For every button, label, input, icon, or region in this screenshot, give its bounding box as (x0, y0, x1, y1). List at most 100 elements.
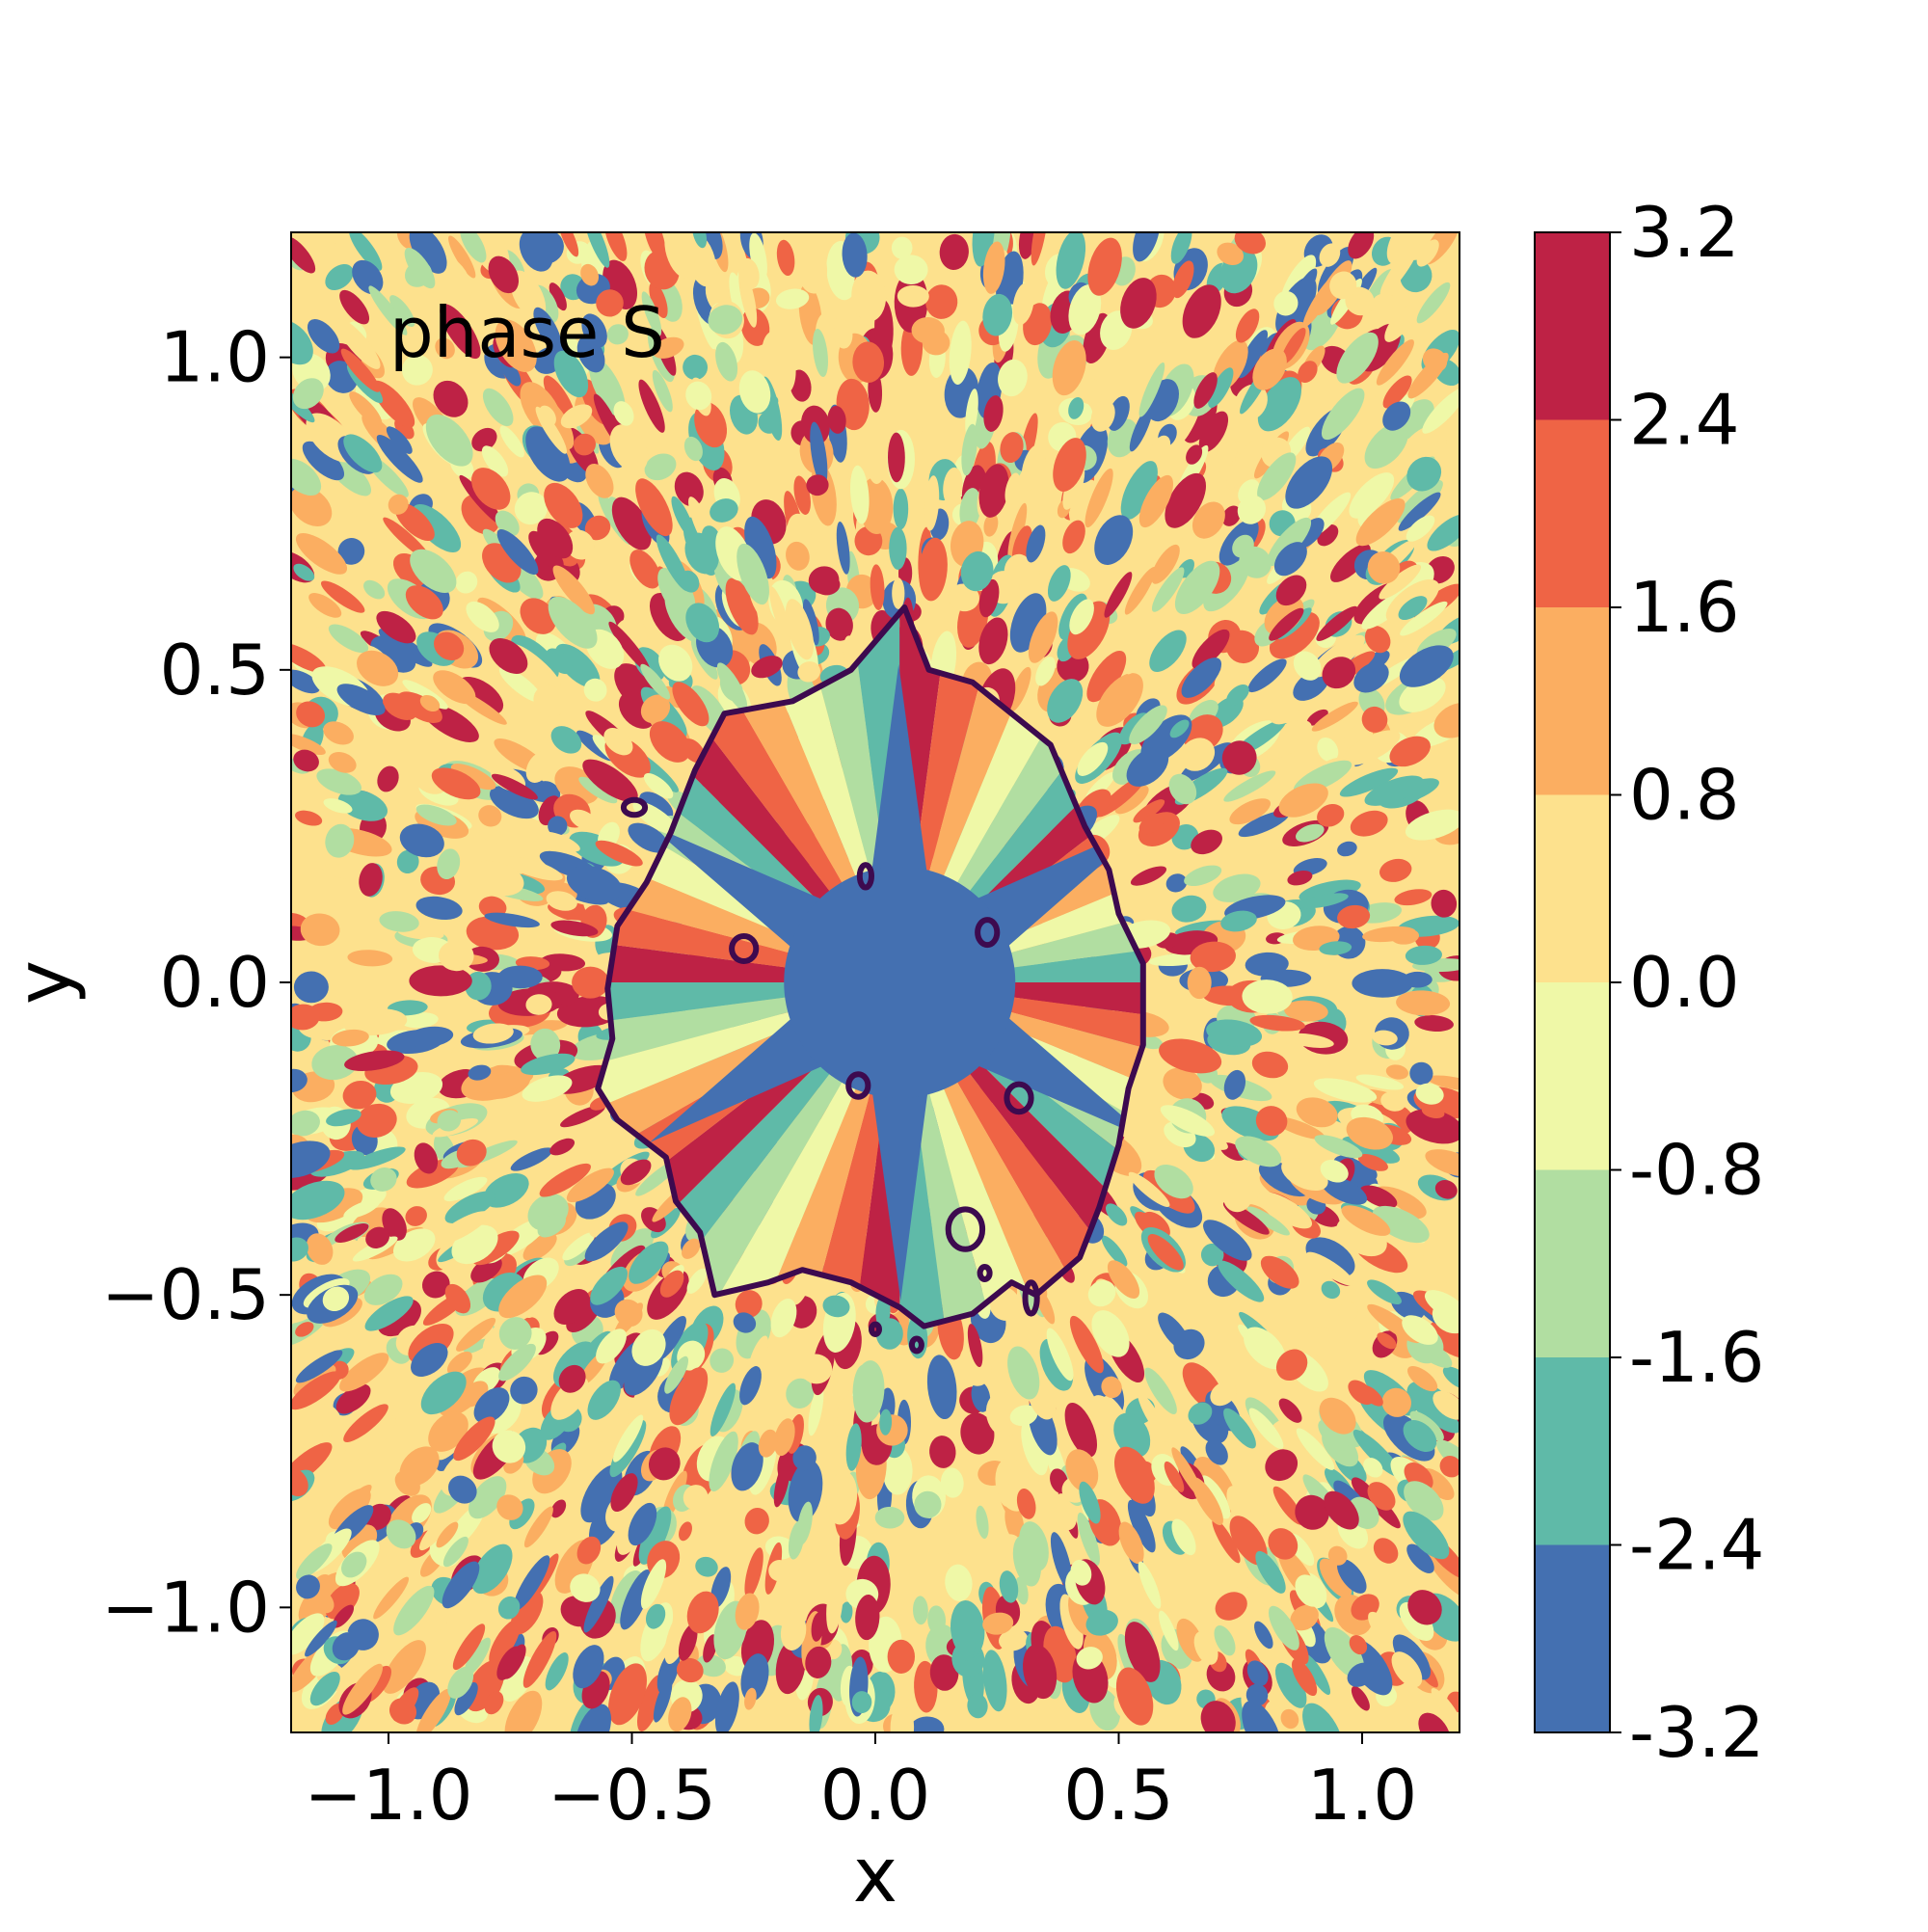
phase-sector (598, 607, 900, 982)
phase-speckle (578, 776, 618, 804)
phase-speckle (1090, 399, 1115, 432)
phase-speckle (982, 1650, 1007, 1712)
phase-speckle (359, 863, 383, 897)
phase-speckle (377, 1641, 396, 1662)
phase-speckle (309, 1403, 342, 1436)
phase-speckle (537, 1213, 567, 1238)
phase-speckle (294, 810, 323, 826)
phase-speckle (405, 1206, 427, 1226)
phase-speckle (879, 1409, 893, 1436)
phase-speckle (1234, 232, 1266, 255)
phase-speckle (1372, 1205, 1430, 1244)
phase-speckle (1364, 422, 1409, 470)
phase-speckle (1403, 1511, 1450, 1560)
phase-sector (598, 982, 900, 1327)
phase-speckle (1077, 1512, 1100, 1566)
phase-speckle (715, 341, 738, 382)
phase-speckle (1069, 599, 1094, 635)
phase-speckle (631, 1375, 660, 1414)
phase-speckle (1346, 1116, 1393, 1150)
x-tick-label: −1.0 (305, 1755, 473, 1836)
phase-speckle (444, 1283, 471, 1314)
phase-speckle (751, 656, 783, 679)
phase-sector (899, 982, 1143, 1327)
phase-speckle (1190, 941, 1236, 973)
x-axis-label: x (853, 1833, 897, 1919)
phase-speckle (1296, 1097, 1338, 1128)
phase-speckle (1284, 1000, 1328, 1022)
phase-sector (899, 982, 1143, 1327)
phase-speckle (643, 232, 666, 261)
phase-speckle (648, 1447, 681, 1481)
phase-speckle (671, 496, 694, 539)
phase-speckle (1260, 1255, 1299, 1289)
phase-sector (598, 982, 900, 1096)
phase-speckle (473, 1387, 510, 1424)
phase-speckle (1382, 375, 1412, 409)
phase-speckle (337, 538, 365, 565)
phase-speckle (464, 1637, 491, 1677)
phase-speckle (736, 543, 769, 605)
phase-speckle (1379, 858, 1412, 882)
phase-speckle (1087, 1279, 1116, 1307)
phase-speckle (469, 1476, 507, 1519)
phase-speckle (386, 1519, 416, 1549)
colorbar: -3.2 -2.4 -1.6 -0.8 0.0 0.8 1.6 2.4 3.2 (1534, 192, 1764, 1773)
colorbar-band (1535, 1544, 1610, 1732)
phase-speckle (566, 865, 622, 902)
phase-speckle (652, 369, 673, 413)
contour-island (975, 917, 1001, 949)
phase-speckle (1235, 1136, 1282, 1167)
phase-speckle (1021, 1419, 1049, 1476)
contour-island (845, 1071, 871, 1100)
phase-speckle (339, 289, 370, 325)
phase-speckle (1221, 740, 1257, 775)
phase-speckle (1291, 1658, 1318, 1697)
phase-speckle (1273, 542, 1307, 577)
phase-speckle (497, 1596, 521, 1620)
phase-speckle (638, 379, 665, 433)
phase-speckle (960, 1412, 995, 1455)
phase-speckle (456, 1139, 487, 1167)
phase-speckle (1184, 865, 1222, 887)
phase-speckle (454, 1681, 478, 1716)
phase-speckle (1314, 1135, 1363, 1159)
phase-sector (598, 607, 900, 982)
phase-speckle (525, 426, 571, 482)
phase-speckle (566, 1167, 614, 1203)
phase-speckle (550, 1499, 567, 1518)
phase-speckle (1087, 237, 1122, 296)
phase-speckle (1007, 502, 1028, 562)
phase-speckle (714, 1681, 739, 1732)
phase-speckle (1028, 611, 1058, 663)
phase-speckle (996, 1472, 1011, 1507)
phase-speckle (335, 318, 381, 369)
phase-speckle (925, 284, 958, 319)
phase-speckle (636, 1675, 664, 1731)
phase-speckle (440, 304, 481, 360)
phase-speckle (431, 767, 481, 800)
colorbar-band (1535, 232, 1610, 420)
phase-speckle (1339, 767, 1399, 797)
phase-speckle (419, 694, 441, 712)
phase-speckle (456, 1317, 496, 1352)
phase-speckle (999, 1570, 1019, 1603)
phase-sector (899, 982, 1143, 1327)
phase-speckle (1360, 1384, 1383, 1407)
phase-speckle (425, 414, 473, 467)
phase-speckle (1400, 601, 1448, 636)
phase-speckle (683, 354, 709, 381)
phase-speckle (421, 1271, 450, 1299)
phase-speckle (1406, 1109, 1459, 1144)
phase-speckle (343, 1404, 388, 1443)
phase-speckle (1405, 945, 1442, 965)
phase-speckle (1039, 547, 1058, 585)
phase-speckle (323, 798, 353, 814)
phase-speckle (401, 1012, 439, 1029)
phase-speckle (316, 768, 362, 795)
phase-speckle (368, 285, 408, 335)
phase-speckle (845, 1423, 862, 1471)
y-tick-label: 0.0 (159, 942, 270, 1023)
phase-speckle (1192, 1477, 1223, 1526)
phase-speckle (664, 1605, 692, 1665)
